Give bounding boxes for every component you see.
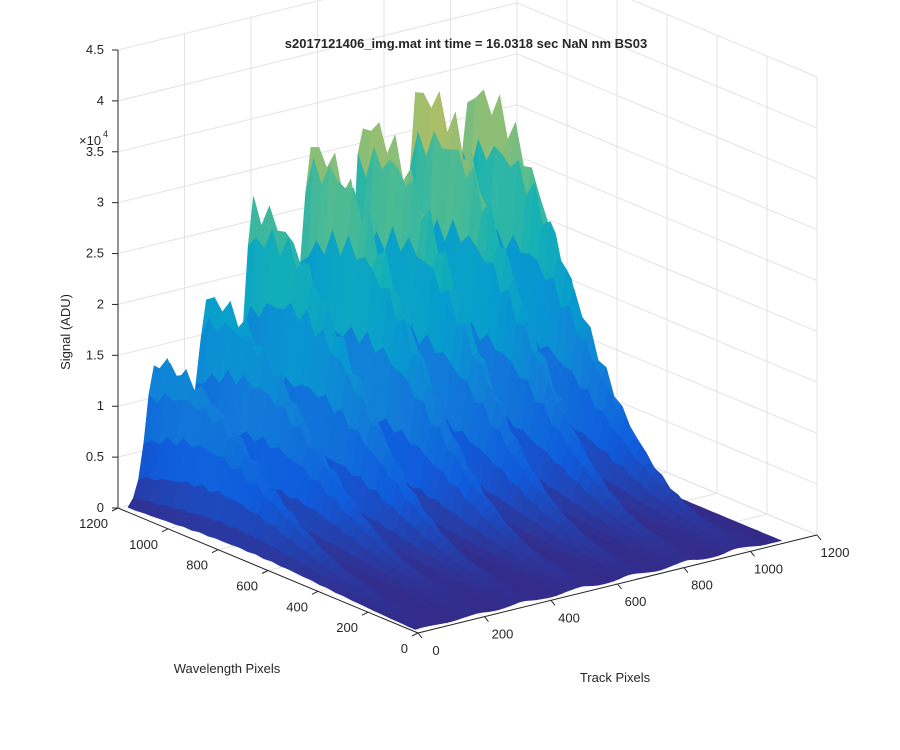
z-tick-label: 3.5 [86, 144, 104, 159]
x-tick-label: 400 [558, 610, 580, 625]
x-tick-mark [617, 583, 622, 590]
x-tick-mark [417, 632, 423, 639]
y-tick-mark [361, 611, 369, 616]
x-tick-label: 800 [691, 578, 713, 593]
surface-mesh [127, 89, 783, 630]
grid-line-z [117, 0, 818, 78]
y-tick-label: 0 [401, 641, 408, 656]
x-tick-label: 1200 [821, 545, 850, 560]
axes-ticks: 0200400600800100012000200400600800100012… [79, 42, 849, 658]
y-tick-label: 800 [186, 558, 208, 573]
z-tick-label: 3 [97, 195, 104, 210]
z-tick-label: 2 [97, 296, 104, 311]
z-tick-label: 0.5 [86, 449, 104, 464]
y-tick-mark [311, 590, 319, 595]
x-axis-label: Track Pixels [580, 670, 651, 685]
y-tick-label: 400 [286, 599, 308, 614]
z-tick-label: 1 [97, 398, 104, 413]
z-axis-label: Signal (ADU) [58, 294, 73, 370]
x-tick-label: 200 [492, 627, 514, 642]
y-tick-label: 1000 [129, 537, 158, 552]
y-tick-label: 200 [336, 620, 358, 635]
z-exponent: ×10 4 [79, 129, 108, 148]
x-tick-mark [484, 616, 489, 622]
chart-title: s2017121406_img.mat int time = 16.0318 s… [285, 36, 647, 51]
x-tick-mark [683, 567, 689, 573]
x-tick-label: 1000 [754, 561, 783, 576]
z-tick-label: 4 [97, 93, 104, 108]
y-tick-label: 1200 [79, 516, 108, 531]
x-tick-label: 0 [432, 643, 439, 658]
z-tick-label: 2.5 [86, 246, 104, 261]
grid-line-z [117, 53, 818, 180]
surface-patch [406, 623, 422, 630]
x-tick-mark [750, 551, 755, 557]
y-tick-mark [411, 632, 419, 637]
y-tick-mark [261, 570, 269, 574]
y-tick-mark [161, 528, 169, 533]
y-tick-mark [211, 549, 219, 554]
y-axis-label: Wavelength Pixels [174, 661, 281, 676]
x-tick-mark [816, 534, 822, 541]
z-tick-label: 4.5 [86, 42, 104, 57]
x-tick-label: 600 [625, 594, 647, 609]
z-tick-label: 1.5 [86, 347, 104, 362]
z-tick-label: 0 [97, 500, 104, 515]
z-exponent-power: 4 [103, 129, 108, 139]
y-tick-label: 600 [236, 579, 258, 594]
z-exponent-base: ×10 [79, 133, 101, 148]
grid-line-z [117, 104, 818, 231]
x-tick-mark [550, 600, 556, 606]
grid-line-z [117, 2, 818, 129]
